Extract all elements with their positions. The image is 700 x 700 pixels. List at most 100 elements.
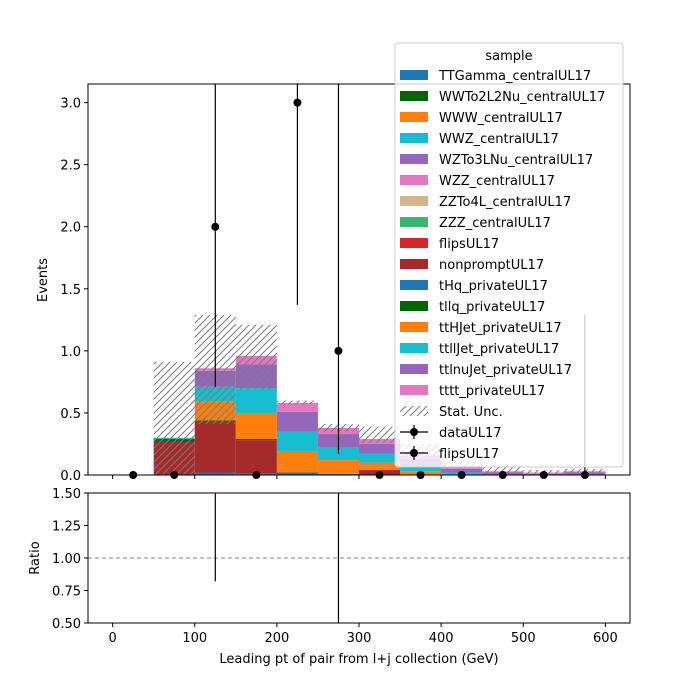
stack-bar-ttHJet_privateUL17: [359, 462, 401, 471]
legend-swatch: [400, 70, 428, 80]
legend-label: flipsUL17: [439, 237, 499, 252]
legend-title: sample: [485, 49, 532, 64]
legend-label: tllq_privateUL17: [439, 300, 545, 315]
ratio-x-tick-label: 0: [108, 631, 116, 646]
stat-unc-band: [153, 362, 195, 475]
stack-bar-nonpromptUL17: [194, 421, 236, 473]
main-y-tick-label: 2.0: [60, 221, 81, 236]
x-axis-label: Leading pt of pair from l+j collection (…: [219, 652, 498, 667]
ratio-x-tick-label: 400: [429, 631, 454, 646]
ratio-x-tick-label: 200: [264, 631, 289, 646]
stat-unc-band: [482, 465, 524, 473]
legend-swatch: [400, 301, 428, 311]
legend-label: ttlnuJet_privateUL17: [439, 363, 572, 378]
stack-bar-tllq_privateUL17: [235, 439, 277, 441]
stack-bar-TTGamma_centralUL17: [194, 472, 236, 475]
legend-entry: ZZZ_centralUL17: [400, 216, 551, 231]
legend-swatch: [400, 217, 428, 227]
stack-bar-ttlnuJet_privateUL17: [359, 443, 401, 454]
legend-entry: ttHJet_privateUL17: [400, 321, 562, 336]
ratio-y-axis-label: Ratio: [28, 541, 43, 574]
legend-entry: flipsUL17: [400, 446, 499, 462]
legend-entry: TTGamma_centralUL17: [400, 69, 591, 84]
legend-swatch: [400, 385, 428, 395]
legend-entry: WWTo2L2Nu_centralUL17: [400, 90, 605, 105]
legend-swatch: [400, 259, 428, 269]
stack-bar-nonpromptUL17: [235, 440, 277, 474]
legend-label: tttt_privateUL17: [439, 384, 545, 399]
ratio-x-tick-label: 100: [182, 631, 207, 646]
ratio-y-tick-label: 0.50: [52, 617, 81, 632]
stack-bar-ttHJet_privateUL17: [235, 412, 277, 440]
legend-marker-point: [410, 428, 418, 436]
legend-entry: Stat. Unc.: [400, 405, 503, 420]
stack-bar-ttlnuJet_privateUL17: [441, 468, 483, 473]
legend-label: ZZTo4L_centralUL17: [439, 195, 571, 210]
legend-entry: dataUL17: [400, 425, 502, 441]
legend-entry: WWW_centralUL17: [400, 111, 563, 126]
legend-label: WZZ_centralUL17: [439, 174, 555, 189]
legend-entry: flipsUL17: [400, 237, 499, 252]
main-y-tick-label: 1.0: [60, 345, 81, 360]
stack-bar-TTGamma_centralUL17: [317, 473, 359, 475]
legend-swatch: [400, 238, 428, 248]
legend-label: ZZZ_centralUL17: [439, 216, 551, 231]
legend-swatch: [400, 280, 428, 290]
legend-entry: WZZ_centralUL17: [400, 174, 555, 189]
legend-swatch: [400, 196, 428, 206]
legend-label: dataUL17: [439, 426, 502, 441]
stack-bar-ttHJet_privateUL17: [317, 460, 359, 474]
main-y-tick-label: 0.5: [60, 407, 81, 422]
legend-entry: tttt_privateUL17: [400, 384, 545, 399]
legend-label: Stat. Unc.: [439, 405, 503, 420]
data-point: [211, 222, 220, 231]
main-panel: 0.0 0.5 1.0 1.5 2.0 2.5 3.0 Events: [36, 83, 631, 484]
stack-bar-ttlnuJet_privateUL17: [276, 411, 318, 432]
stack-bar-tttt_privateUL17: [276, 403, 318, 412]
legend-label: ttllJet_privateUL17: [439, 342, 559, 357]
legend-swatch: [400, 112, 428, 122]
data-point: [334, 346, 343, 355]
main-y-tick-label: 3.0: [60, 97, 81, 112]
legend-entry: ttlnuJet_privateUL17: [400, 363, 572, 378]
ratio-y-tick-label: 1.50: [52, 487, 81, 502]
legend-entry: ZZTo4L_centralUL17: [400, 195, 571, 210]
legend-box: [394, 42, 624, 468]
legend: sample TTGamma_centralUL17 WWTo2L2Nu_cent…: [394, 42, 624, 468]
ratio-y-tick-label: 1.00: [52, 552, 81, 567]
main-y-tick-label: 2.5: [60, 159, 81, 174]
legend-label: tHq_privateUL17: [439, 279, 548, 294]
ratio-x-tick-label: 300: [347, 631, 372, 646]
legend-label: flipsUL17: [439, 447, 499, 462]
legend-entry: nonpromptUL17: [400, 258, 544, 273]
legend-label: TTGamma_centralUL17: [438, 69, 591, 84]
stack-bar-ttllJet_privateUL17: [400, 466, 442, 472]
legend-entry: tllq_privateUL17: [400, 300, 545, 315]
main-y-axis-label: Events: [36, 258, 51, 302]
stack-bar-ttllJet_privateUL17: [317, 447, 359, 461]
legend-entry: tHq_privateUL17: [400, 279, 548, 294]
ratio-plot-frame: [87, 492, 631, 624]
legend-swatch-stat-unc: [400, 406, 428, 416]
stat-unc-band: [276, 400, 318, 405]
stack-bar-TTGamma_centralUL17: [276, 472, 318, 475]
legend-swatch: [400, 133, 428, 143]
legend-entry: WZTo3LNu_centralUL17: [400, 153, 593, 168]
stat-unc-band: [359, 426, 401, 443]
main-y-tick-label: 0.0: [60, 469, 81, 484]
legend-swatch: [400, 91, 428, 101]
legend-swatch: [400, 154, 428, 164]
stack-bar-ttllJet_privateUL17: [235, 388, 277, 413]
stack-bar-ttllJet_privateUL17: [276, 431, 318, 452]
legend-entry: WWZ_centralUL17: [400, 132, 559, 147]
legend-marker-point: [410, 449, 418, 457]
legend-label: WZTo3LNu_centralUL17: [439, 153, 593, 168]
legend-label: ttHJet_privateUL17: [439, 321, 562, 336]
legend-entry: ttllJet_privateUL17: [400, 342, 559, 357]
legend-swatch: [400, 322, 428, 332]
stat-unc-band: [235, 324, 277, 390]
legend-label: WWZ_centralUL17: [439, 132, 559, 147]
stack-bar-ttHJet_privateUL17: [276, 451, 318, 473]
legend-swatch: [400, 364, 428, 374]
